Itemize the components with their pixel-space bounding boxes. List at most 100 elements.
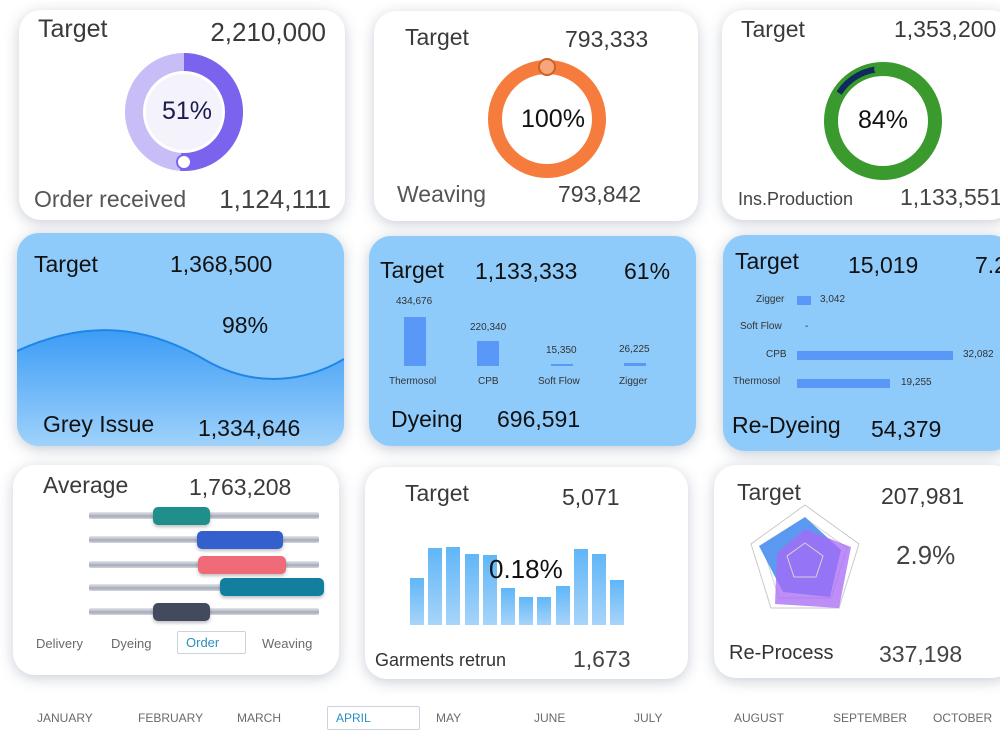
- dyeing-card: Target 1,133,333 61% 434,676 Thermosol 2…: [369, 236, 696, 446]
- garments-column: [501, 587, 515, 625]
- redyeing-bar-label: Soft Flow: [740, 321, 782, 332]
- garments-column: [464, 554, 479, 625]
- month-may[interactable]: MAY: [436, 711, 462, 725]
- dyeing-percent: 61%: [624, 258, 671, 284]
- order-target-label: Target: [38, 15, 108, 43]
- garments-actual-label: Garments retrun: [375, 650, 507, 670]
- dyeing-bar-value: 26,225: [619, 344, 650, 355]
- dyeing-bar-label: Thermosol: [389, 376, 437, 387]
- reprocess-target-label: Target: [737, 479, 801, 505]
- weaving-percent: 100%: [521, 105, 585, 133]
- grey-target-value: 1,368,500: [170, 251, 273, 277]
- reprocess-target-value: 207,981: [881, 483, 965, 509]
- garments-target-value: 5,071: [562, 484, 620, 510]
- average-slider[interactable]: [153, 603, 210, 621]
- garments-return-card: Target 5,071 0.18% Garments retrun 1,673: [365, 467, 688, 679]
- average-option-order[interactable]: Order: [177, 631, 247, 654]
- weaving-target-label: Target: [405, 24, 469, 50]
- average-slider[interactable]: [220, 578, 324, 596]
- re-dyeing-card: Target 15,019 7.2 Zigger 3,042 Soft Flow…: [723, 235, 1000, 451]
- month-march[interactable]: MARCH: [237, 711, 281, 725]
- redyeing-actual-label: Re-Dyeing: [732, 412, 841, 438]
- garments-column-chart: [410, 545, 630, 625]
- redyeing-bar: [797, 296, 811, 305]
- order-received-card: Target 2,210,000 51% Order received 1,12…: [19, 10, 345, 220]
- garments-column: [410, 578, 424, 625]
- ins-production-card: Target 1,353,200 84% Ins.Production 1,13…: [722, 10, 1000, 220]
- garments-column: [610, 580, 625, 625]
- garments-column: [519, 596, 534, 625]
- redyeing-bar-value: -: [805, 321, 809, 332]
- order-donut-chart: [125, 53, 243, 171]
- redyeing-bar-label: CPB: [766, 349, 787, 360]
- reprocess-percent: 2.9%: [896, 540, 956, 570]
- garments-column: [537, 596, 552, 625]
- garments-column: [573, 549, 588, 625]
- garments-actual-value: 1,673: [573, 646, 631, 672]
- order-target-value: 2,210,000: [210, 17, 326, 47]
- grey-actual-label: Grey Issue: [43, 411, 155, 437]
- month-july[interactable]: JULY: [634, 711, 663, 725]
- dyeing-bar-value: 15,350: [546, 345, 577, 356]
- month-january[interactable]: JANUARY: [37, 711, 93, 725]
- grey-wave-chart: [17, 329, 344, 446]
- month-april[interactable]: APRIL: [327, 706, 420, 730]
- garments-column: [446, 547, 461, 625]
- garments-column: [428, 548, 443, 625]
- production-actual-label: Ins.Production: [738, 189, 854, 209]
- order-actual-label: Order received: [34, 186, 187, 212]
- redyeing-target-value: 15,019: [848, 252, 919, 278]
- reprocess-radar-chart: [750, 504, 860, 609]
- average-option-dyeing[interactable]: Dyeing: [111, 636, 152, 651]
- redyeing-target-label: Target: [735, 248, 799, 274]
- dyeing-bar: [477, 341, 499, 366]
- garments-target-label: Target: [405, 480, 469, 506]
- average-slider[interactable]: [198, 556, 286, 574]
- dyeing-target-value: 1,133,333: [475, 258, 578, 284]
- dyeing-bar-chart: 434,676 Thermosol 220,340 CPB 15,350 Sof…: [369, 236, 696, 396]
- dyeing-bar-value: 434,676: [396, 296, 433, 307]
- month-june[interactable]: JUNE: [534, 711, 566, 725]
- dyeing-bar-label: Zigger: [619, 376, 648, 387]
- redyeing-percent: 7.2: [975, 252, 1000, 278]
- dyeing-actual-value: 696,591: [497, 406, 581, 432]
- grey-percent: 98%: [222, 312, 269, 338]
- grey-target-label: Target: [34, 251, 98, 277]
- redyeing-bar-value: 19,255: [901, 377, 932, 388]
- dyeing-bar: [551, 364, 573, 366]
- redyeing-bar-label: Thermosol: [733, 376, 781, 387]
- average-card: Average 1,763,208 Delivery Dyeing Order …: [13, 465, 339, 675]
- dyeing-bar-label: CPB: [478, 376, 499, 387]
- dyeing-actual-label: Dyeing: [391, 406, 463, 432]
- grey-actual-value: 1,334,646: [198, 415, 301, 441]
- average-option-weaving[interactable]: Weaving: [262, 636, 313, 651]
- garments-column: [555, 585, 570, 625]
- reprocess-actual-value: 337,198: [879, 641, 963, 667]
- weaving-donut-chart: [488, 58, 606, 178]
- production-target-label: Target: [741, 16, 805, 42]
- month-february[interactable]: FEBRUARY: [138, 711, 204, 725]
- production-donut-chart: [824, 62, 942, 180]
- dyeing-bar-label: Soft Flow: [538, 376, 580, 387]
- average-track: [89, 584, 319, 591]
- redyeing-bar-value: 3,042: [820, 294, 846, 305]
- garments-percent: 0.18%: [489, 554, 563, 584]
- month-september[interactable]: SEPTEMBER: [833, 711, 908, 725]
- redyeing-bar: [797, 379, 890, 388]
- redyeing-actual-value: 54,379: [871, 416, 942, 442]
- average-slider[interactable]: [197, 531, 283, 549]
- weaving-actual-label: Weaving: [397, 181, 487, 207]
- grey-issue-card: Target 1,368,500 98% Grey Issue 1,334,64…: [17, 233, 344, 446]
- production-target-value: 1,353,200: [894, 16, 997, 42]
- average-option-delivery[interactable]: Delivery: [36, 636, 83, 651]
- redyeing-bar-value: 32,082: [963, 349, 994, 360]
- garments-column: [592, 554, 606, 625]
- average-slider[interactable]: [153, 507, 210, 525]
- re-process-card: Target 207,981 2.9% Re-Process 337,198: [714, 465, 1000, 678]
- month-august[interactable]: AUGUST: [734, 711, 785, 725]
- month-october[interactable]: OCTOBER: [933, 711, 993, 725]
- order-actual-value: 1,124,111: [219, 184, 331, 214]
- weaving-actual-value: 793,842: [558, 181, 642, 207]
- dyeing-target-label: Target: [380, 257, 444, 283]
- production-percent: 84%: [858, 106, 909, 134]
